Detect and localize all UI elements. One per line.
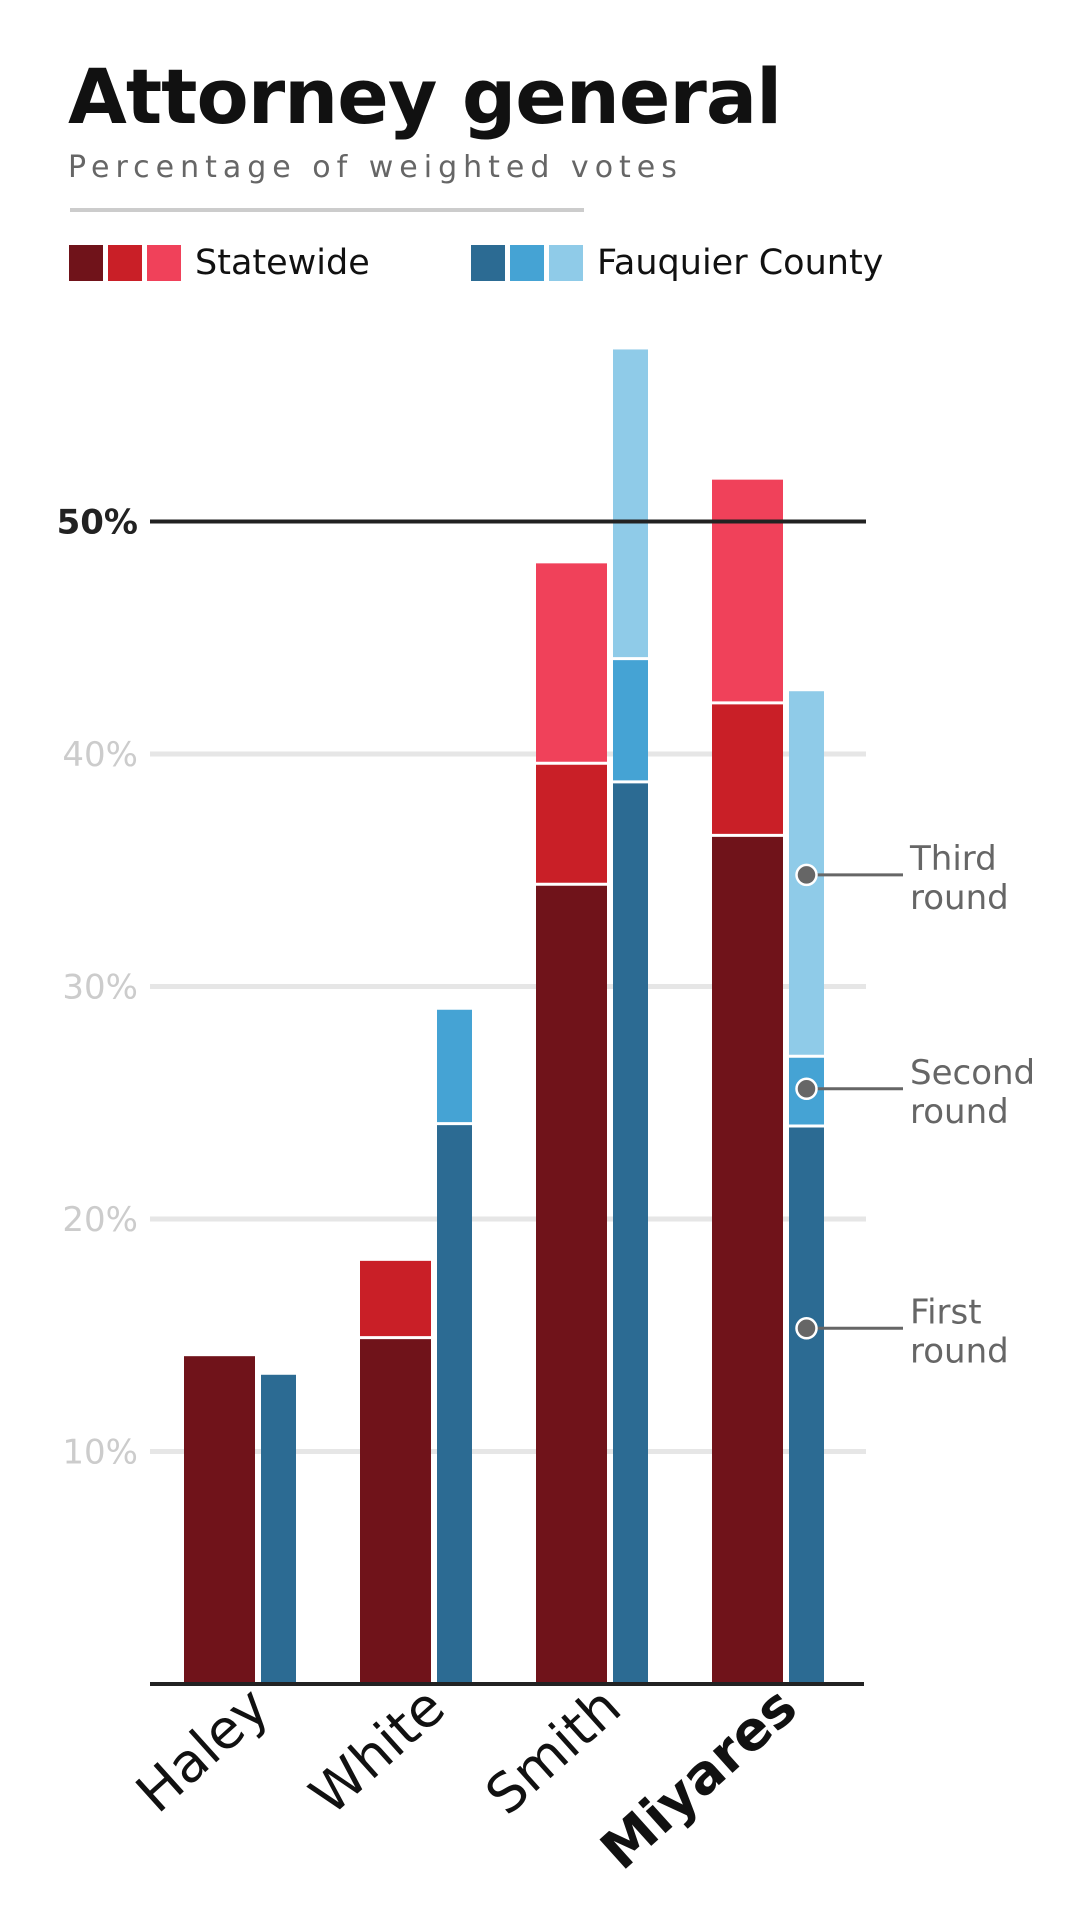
y-tick-label-20: 20% xyxy=(62,1200,138,1240)
legend-fauquier: Fauquier County xyxy=(471,243,884,283)
bar-smith-fauquier-county-round-2 xyxy=(613,658,648,782)
x-tick-label-haley: Haley xyxy=(124,1675,281,1825)
annotation-label-first-2: round xyxy=(910,1331,1009,1371)
legend-swatch-statewide-2 xyxy=(108,245,142,281)
bar-white-statewide-round-2 xyxy=(360,1260,431,1338)
legend-label-fauquier: Fauquier County xyxy=(597,243,884,283)
y-tick-label-50: 50% xyxy=(57,503,138,543)
annotation-label-second-1: Second xyxy=(910,1053,1035,1093)
bar-smith-statewide-round-3 xyxy=(536,563,607,764)
legend-swatch-fauquier-1 xyxy=(471,245,505,281)
y-tick-label-30: 30% xyxy=(62,968,138,1008)
annotation-label-second-2: round xyxy=(910,1092,1009,1132)
legend-statewide: Statewide xyxy=(69,243,370,283)
x-tick-label-white: White xyxy=(298,1675,457,1827)
bar-haley-fauquier-county-round-1 xyxy=(261,1374,296,1684)
legend-swatch-fauquier-2 xyxy=(510,245,544,281)
legend-swatch-fauquier-3 xyxy=(549,245,583,281)
bar-miyares-fauquier-county-round-1 xyxy=(789,1126,824,1684)
y-tick-label-40: 40% xyxy=(62,735,138,775)
bar-smith-fauquier-county-round-1 xyxy=(613,781,648,1684)
title-divider xyxy=(70,208,584,212)
annotation-dot-first xyxy=(795,1317,818,1340)
bar-white-fauquier-county-round-1 xyxy=(437,1123,472,1684)
legend-label-statewide: Statewide xyxy=(195,243,370,283)
annotation-label-third-1: Third xyxy=(909,839,997,879)
bar-white-statewide-round-1 xyxy=(360,1337,431,1684)
legend-swatch-statewide-1 xyxy=(69,245,103,281)
bars-layer xyxy=(184,349,824,1684)
x-tick-label-miyares: Miyares xyxy=(589,1675,809,1882)
bar-smith-statewide-round-2 xyxy=(536,763,607,885)
annotation-label-first-1: First xyxy=(910,1292,982,1332)
bar-smith-statewide-round-1 xyxy=(536,884,607,1684)
bar-miyares-statewide-round-3 xyxy=(712,479,783,703)
legend-swatch-statewide-3 xyxy=(147,245,181,281)
annotation-label-third-2: round xyxy=(910,878,1009,918)
annotation-dot-second xyxy=(795,1077,818,1101)
bar-haley-statewide-round-1 xyxy=(184,1356,255,1684)
x-tick-label-smith: Smith xyxy=(474,1675,633,1827)
bar-smith-fauquier-county-round-3 xyxy=(613,349,648,659)
y-tick-label-10: 10% xyxy=(62,1433,138,1473)
annotation-dot-third xyxy=(795,863,818,887)
chart-subtitle: Percentage of weighted votes xyxy=(68,150,683,185)
bar-miyares-statewide-round-1 xyxy=(712,835,783,1684)
chart-title: Attorney general xyxy=(68,52,782,141)
bar-white-fauquier-county-round-2 xyxy=(437,1009,472,1124)
bar-miyares-statewide-round-2 xyxy=(712,702,783,836)
